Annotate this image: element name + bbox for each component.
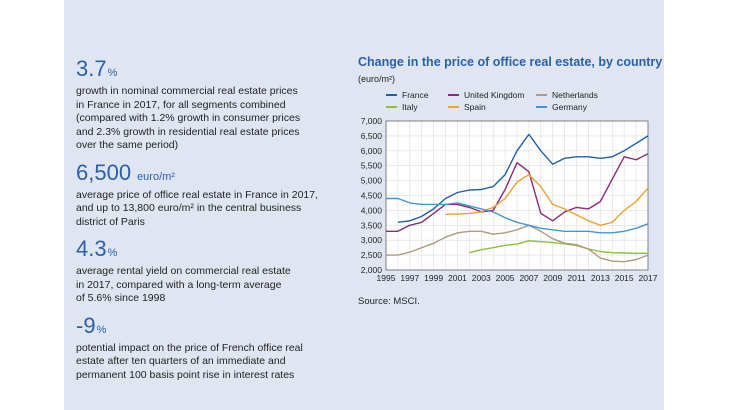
legend-label: Italy: [402, 102, 418, 112]
chart-source: Source: MSCI.: [358, 296, 420, 307]
legend-label: United Kingdom: [464, 90, 525, 100]
legend-label: France: [402, 90, 429, 100]
legend-item: United Kingdom: [448, 90, 524, 100]
x-tick-label: 2005: [496, 273, 515, 283]
y-tick-label: 5,500: [361, 161, 383, 171]
key-figure-description-line: potential impact on the price of French …: [76, 341, 303, 354]
key-figure: 4.3% average rental yield on commercial r…: [76, 238, 348, 306]
series-line-united-kingdom: [386, 153, 649, 233]
legend-swatch: [386, 94, 397, 96]
key-figure-unit: %: [96, 323, 107, 336]
legend-item: Spain: [448, 102, 486, 112]
x-tick-label: 1999: [424, 273, 443, 283]
x-tick-label: 2017: [639, 273, 658, 283]
y-tick-label: 5,000: [361, 176, 383, 186]
key-figure-value: -9%: [76, 312, 348, 341]
key-figure-description-line: and up to 13,800 euro/m² in the central …: [76, 202, 302, 214]
y-tick-label: 2,500: [361, 250, 383, 260]
key-figure-description: average price of office real estate in F…: [76, 189, 348, 230]
x-tick-label: 1997: [400, 273, 419, 283]
key-figure: -9% potential impact on the price of Fren…: [76, 312, 348, 383]
y-tick-label: 2,000: [361, 265, 383, 275]
x-tick-label: 2003: [472, 273, 491, 283]
key-figure-value: 3.7%: [76, 58, 348, 84]
series-line-spain: [445, 173, 649, 227]
plot-border: [385, 120, 649, 271]
x-tick-label: 2015: [615, 273, 634, 283]
key-figure-number: 3.7: [76, 56, 107, 81]
key-figure-description-line: (compared with 1.2% growth in consumer p…: [76, 112, 301, 124]
key-figure-description-line: growth in nominal commercial real estate…: [76, 85, 298, 97]
legend-item: Italy: [386, 102, 418, 112]
y-unit-label: (euro/m²): [358, 74, 396, 84]
legend-item: France: [386, 90, 428, 100]
y-tick-label: 7,000: [361, 116, 383, 126]
legend-swatch: [386, 106, 397, 108]
key-figure-description-line: average rental yield on commercial real …: [76, 265, 291, 277]
legend-label: Spain: [464, 102, 486, 112]
key-figure-description-line: district of Paris: [76, 215, 145, 228]
key-figure-description: potential impact on the price of French …: [76, 342, 348, 383]
key-figure-description-line: in 2017, compared with a long-term avera…: [76, 278, 282, 291]
y-tick-label: 6,000: [361, 146, 383, 156]
y-tick-label: 4,000: [361, 205, 383, 215]
key-figure-unit: euro/m²: [137, 170, 175, 183]
y-tick-label: 3,000: [361, 235, 383, 245]
key-figure-number: -9: [76, 312, 96, 338]
series-line-italy: [469, 240, 648, 255]
series-line-germany: [386, 197, 649, 234]
key-figure-description: average rental yield on commercial real …: [76, 265, 348, 306]
y-tick-label: 3,500: [361, 220, 383, 230]
series-line-netherlands: [386, 224, 649, 263]
key-figure-unit: %: [107, 247, 118, 259]
key-figure-unit: %: [107, 67, 118, 79]
x-tick-label: 2009: [543, 273, 562, 283]
key-figure-description-line: of 5.6% since 1998: [76, 292, 166, 304]
legend-item: Netherlands: [536, 90, 598, 100]
key-figure-description-line: in France in 2017, for all segments comb…: [76, 98, 286, 111]
legend-swatch: [448, 94, 459, 96]
key-figures: 3.7% growth in nominal commercial real es…: [76, 58, 348, 391]
x-tick-label: 2001: [448, 273, 467, 283]
chart-title: Change in the price of office real estat…: [358, 55, 663, 69]
x-tick-label: 2011: [567, 273, 586, 283]
key-figure-description-line: and 2.3% growth in residential real esta…: [76, 125, 300, 138]
y-tick-label: 4,500: [361, 191, 383, 201]
legend-swatch: [536, 94, 547, 96]
key-figure-number: 6,500: [76, 159, 132, 185]
legend-label: Netherlands: [552, 90, 598, 100]
key-figure-value: 6,500 euro/m²: [76, 159, 348, 188]
key-figure-description-line: over the same period): [76, 139, 179, 151]
x-tick-label: 2013: [591, 273, 610, 283]
key-figure-description-line: estate after ten quarters of an immediat…: [76, 355, 286, 367]
key-figure-description-line: average price of office real estate in F…: [76, 188, 319, 201]
key-figure-value: 4.3%: [76, 238, 348, 264]
key-figure-description-line: permanent 100 basis point rise in intere…: [76, 368, 295, 381]
x-tick-label: 2007: [519, 273, 538, 283]
legend-swatch: [448, 106, 459, 108]
legend-swatch: [536, 106, 547, 108]
key-figure: 3.7% growth in nominal commercial real es…: [76, 58, 348, 153]
x-tick-label: 1995: [377, 273, 396, 283]
legend-label: Germany: [552, 102, 587, 112]
key-figure-number: 4.3: [76, 236, 107, 261]
y-tick-label: 6,500: [361, 131, 383, 141]
key-figure-description: growth in nominal commercial real estate…: [76, 85, 348, 153]
key-figure: 6,500 euro/m² average price of office real…: [76, 159, 348, 230]
legend-item: Germany: [536, 102, 587, 112]
